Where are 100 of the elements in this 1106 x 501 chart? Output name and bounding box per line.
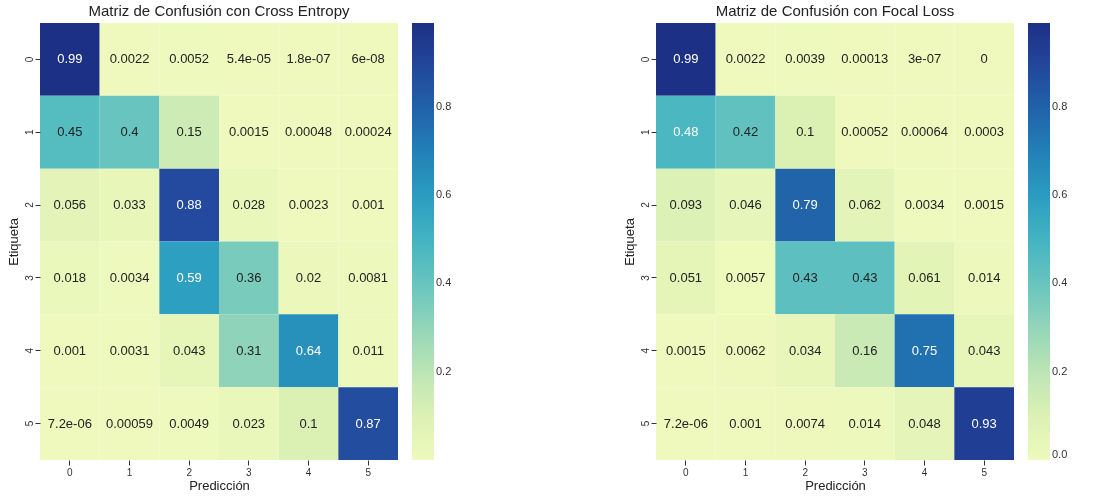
data-label: 1.8e-07 (286, 51, 331, 67)
data-label: 0.75 (911, 342, 938, 358)
data-label: 0.043 (967, 342, 1001, 358)
data-label: 0.0039 (785, 51, 826, 67)
data-label: 0.0074 (785, 415, 826, 431)
color-bar-label: 0.0 (1052, 448, 1068, 460)
data-label: 0.062 (848, 197, 882, 213)
data-label: 7.2e-06 (47, 415, 92, 431)
x-tick-label: 5 (981, 466, 988, 478)
x-tick-label: 1 (742, 466, 749, 478)
color-bar-label: 0.8 (436, 99, 452, 112)
data-label: 0.87 (355, 415, 381, 431)
data-label: 0 (980, 51, 988, 67)
data-label: 0.048 (908, 415, 941, 431)
y-tick-label: 1 (639, 129, 651, 136)
chart-title: Matriz de Confusión con Cross Entropy (88, 2, 350, 19)
x-tick-label: 3 (862, 466, 869, 478)
data-label: 0.0022 (109, 51, 150, 67)
y-tick-label: 3 (639, 274, 651, 281)
color-bar-label: 0.4 (1052, 276, 1068, 289)
data-label: 0.0015 (964, 197, 1005, 213)
data-label: 0.0062 (725, 342, 766, 358)
data-label: 0.1 (796, 124, 815, 140)
data-label: 0.043 (172, 342, 206, 358)
data-label: 0.028 (232, 197, 266, 213)
data-label: 0.0049 (169, 415, 210, 431)
data-label: 0.02 (295, 269, 322, 285)
data-label: 3e-07 (907, 51, 942, 67)
chart-title: Matriz de Confusión con Focal Loss (715, 2, 955, 19)
data-label: 0.15 (176, 124, 202, 140)
data-label: 0.0022 (725, 51, 766, 67)
data-label: 0.0003 (964, 124, 1005, 140)
data-label: 0.0052 (169, 51, 210, 67)
data-label: 0.43 (852, 269, 878, 285)
data-label: 0.42 (732, 124, 759, 140)
data-label: 0.093 (669, 197, 703, 213)
data-label: 5.4e-05 (226, 51, 271, 67)
color-bar-label: 0.8 (1052, 99, 1068, 112)
color-bar-label: 0.6 (436, 188, 452, 201)
data-label: 0.00059 (106, 415, 153, 431)
data-label: 0.99 (57, 51, 83, 67)
data-label: 0.056 (53, 197, 87, 213)
data-label: 0.45 (57, 124, 83, 140)
y-tick-label: 1 (23, 129, 35, 136)
data-label: 0.88 (176, 197, 202, 213)
y-tick-label: 2 (639, 201, 651, 208)
x-axis-title: Predicción (805, 477, 866, 493)
data-label: 0.0034 (109, 269, 150, 285)
data-label: 0.4 (120, 124, 139, 140)
x-tick-label: 2 (186, 466, 193, 478)
data-label: 0.014 (848, 415, 882, 431)
y-tick-label: 0 (639, 56, 651, 63)
x-tick-label: 0 (67, 466, 74, 478)
data-label: 0.99 (673, 51, 699, 67)
data-label: 0.033 (113, 197, 146, 213)
x-tick-label: 0 (683, 466, 690, 478)
y-tick-label: 3 (23, 274, 35, 281)
data-label: 0.00024 (344, 124, 392, 140)
y-tick-label: 4 (639, 347, 651, 354)
data-label: 0.034 (788, 342, 822, 358)
x-tick-label: 4 (921, 466, 928, 478)
data-label: 0.31 (236, 342, 262, 358)
x-tick-label: 4 (305, 466, 312, 478)
x-tick-label: 1 (126, 466, 133, 478)
data-label: 0.011 (352, 342, 384, 358)
data-label: 0.0034 (904, 197, 945, 213)
y-tick-label: 0 (23, 56, 35, 63)
color-bar-label: 0.6 (1052, 188, 1068, 201)
data-label: 0.0015 (228, 124, 269, 140)
data-label: 0.64 (295, 342, 322, 358)
data-label: 0.48 (673, 124, 699, 140)
data-label: 0.0015 (665, 342, 706, 358)
x-axis-title: Predicción (189, 477, 250, 493)
data-label: 0.0031 (109, 342, 150, 358)
y-tick-label: 5 (23, 420, 35, 427)
color-bar-label: 0.4 (436, 276, 452, 289)
x-tick-label: 2 (802, 466, 809, 478)
data-label: 0.79 (792, 197, 818, 213)
y-tick-label: 5 (639, 420, 651, 427)
data-label: 0.061 (908, 269, 941, 285)
data-label: 0.36 (236, 269, 262, 285)
y-axis-title: Etiqueta (5, 217, 21, 266)
data-label: 7.2e-06 (663, 415, 708, 431)
data-label: 0.001 (53, 342, 87, 358)
data-label: 0.018 (53, 269, 87, 285)
data-label: 0.93 (971, 415, 997, 431)
data-label: 0.16 (852, 342, 878, 358)
data-label: 0.014 (967, 269, 1001, 285)
data-label: 0.00052 (841, 124, 889, 140)
data-label: 0.0023 (288, 197, 329, 213)
data-label: 6e-08 (351, 51, 385, 67)
data-label: 0.023 (232, 415, 266, 431)
data-label: 0.00048 (285, 124, 332, 140)
data-label: 0.0081 (348, 269, 389, 285)
data-label: 0.59 (176, 269, 202, 285)
data-label: 0.0057 (725, 269, 766, 285)
y-tick-label: 4 (23, 347, 35, 354)
data-label: 0.001 (729, 415, 762, 431)
data-label: 0.046 (729, 197, 762, 213)
data-label: 0.43 (792, 269, 818, 285)
